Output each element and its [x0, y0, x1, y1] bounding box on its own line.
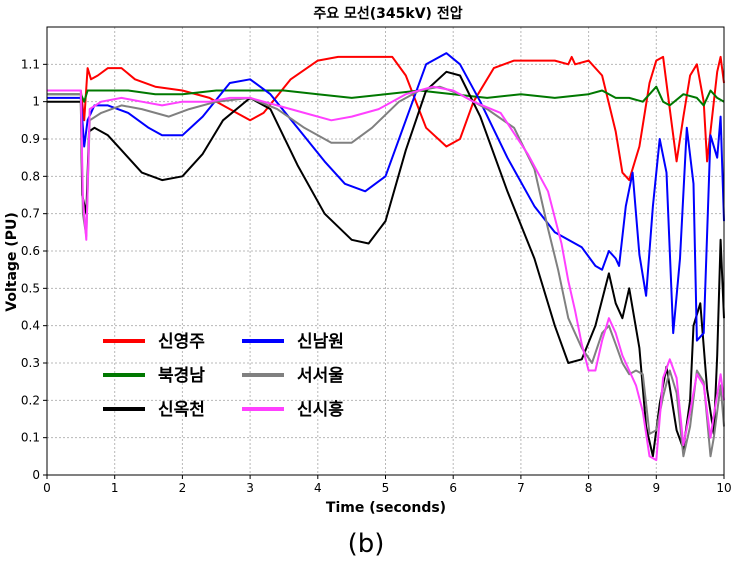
chart-title: 주요 모선(345kV) 전압 [313, 5, 462, 22]
series-line-1 [47, 85, 725, 107]
legend-label-0: 신영주 [158, 332, 205, 352]
y-tick-label: 0 [32, 468, 40, 482]
x-tick-label: 0 [43, 481, 51, 495]
x-axis-title: Time (seconds) [326, 500, 446, 516]
grid [47, 27, 724, 475]
legend-label-1: 북경남 [158, 366, 205, 386]
x-tick-label: 8 [585, 481, 593, 495]
legend-label-2: 신옥천 [158, 400, 205, 420]
x-tick-label: 1 [111, 481, 119, 495]
x-tick-label: 5 [382, 481, 390, 495]
legend-label-5: 신시흥 [297, 399, 344, 420]
x-axis-ticks: 0 1 2 3 4 5 6 7 8 9 10 [43, 475, 732, 495]
y-tick-label: 0.6 [21, 244, 40, 258]
plot-lines [47, 52, 725, 462]
y-tick-label: 0.9 [21, 132, 40, 146]
y-tick-label: 0.4 [21, 319, 40, 333]
y-tick-label: 0.7 [21, 207, 40, 221]
figure-caption: (b) [348, 529, 385, 559]
x-tick-label: 10 [716, 481, 731, 495]
series-line-5 [47, 85, 725, 462]
x-tick-label: 2 [179, 481, 187, 495]
series-line-0 [47, 55, 725, 182]
y-tick-label: 0.2 [21, 393, 40, 407]
y-tick-label: 1 [32, 95, 40, 109]
x-tick-label: 7 [517, 481, 525, 495]
y-tick-label: 1.1 [21, 57, 40, 71]
legend-label-4: 서서울 [297, 366, 344, 386]
y-axis-title: Voltage (PU) [4, 212, 20, 311]
y-tick-label: 0.1 [21, 431, 40, 445]
x-tick-label: 9 [652, 481, 660, 495]
series-line-4 [47, 85, 725, 458]
y-tick-label: 0.8 [21, 169, 40, 183]
x-tick-label: 4 [314, 481, 322, 495]
legend-label-3: 신남원 [297, 332, 344, 352]
x-tick-label: 6 [449, 481, 457, 495]
series-line-3 [47, 52, 725, 342]
y-tick-label: 0.3 [21, 356, 40, 370]
x-tick-label: 3 [246, 481, 254, 495]
y-axis-ticks: 0 0.1 0.2 0.3 0.4 0.5 0.6 0.7 0.8 0.9 1 1.1 [21, 57, 47, 482]
y-tick-label: 0.5 [21, 281, 40, 295]
